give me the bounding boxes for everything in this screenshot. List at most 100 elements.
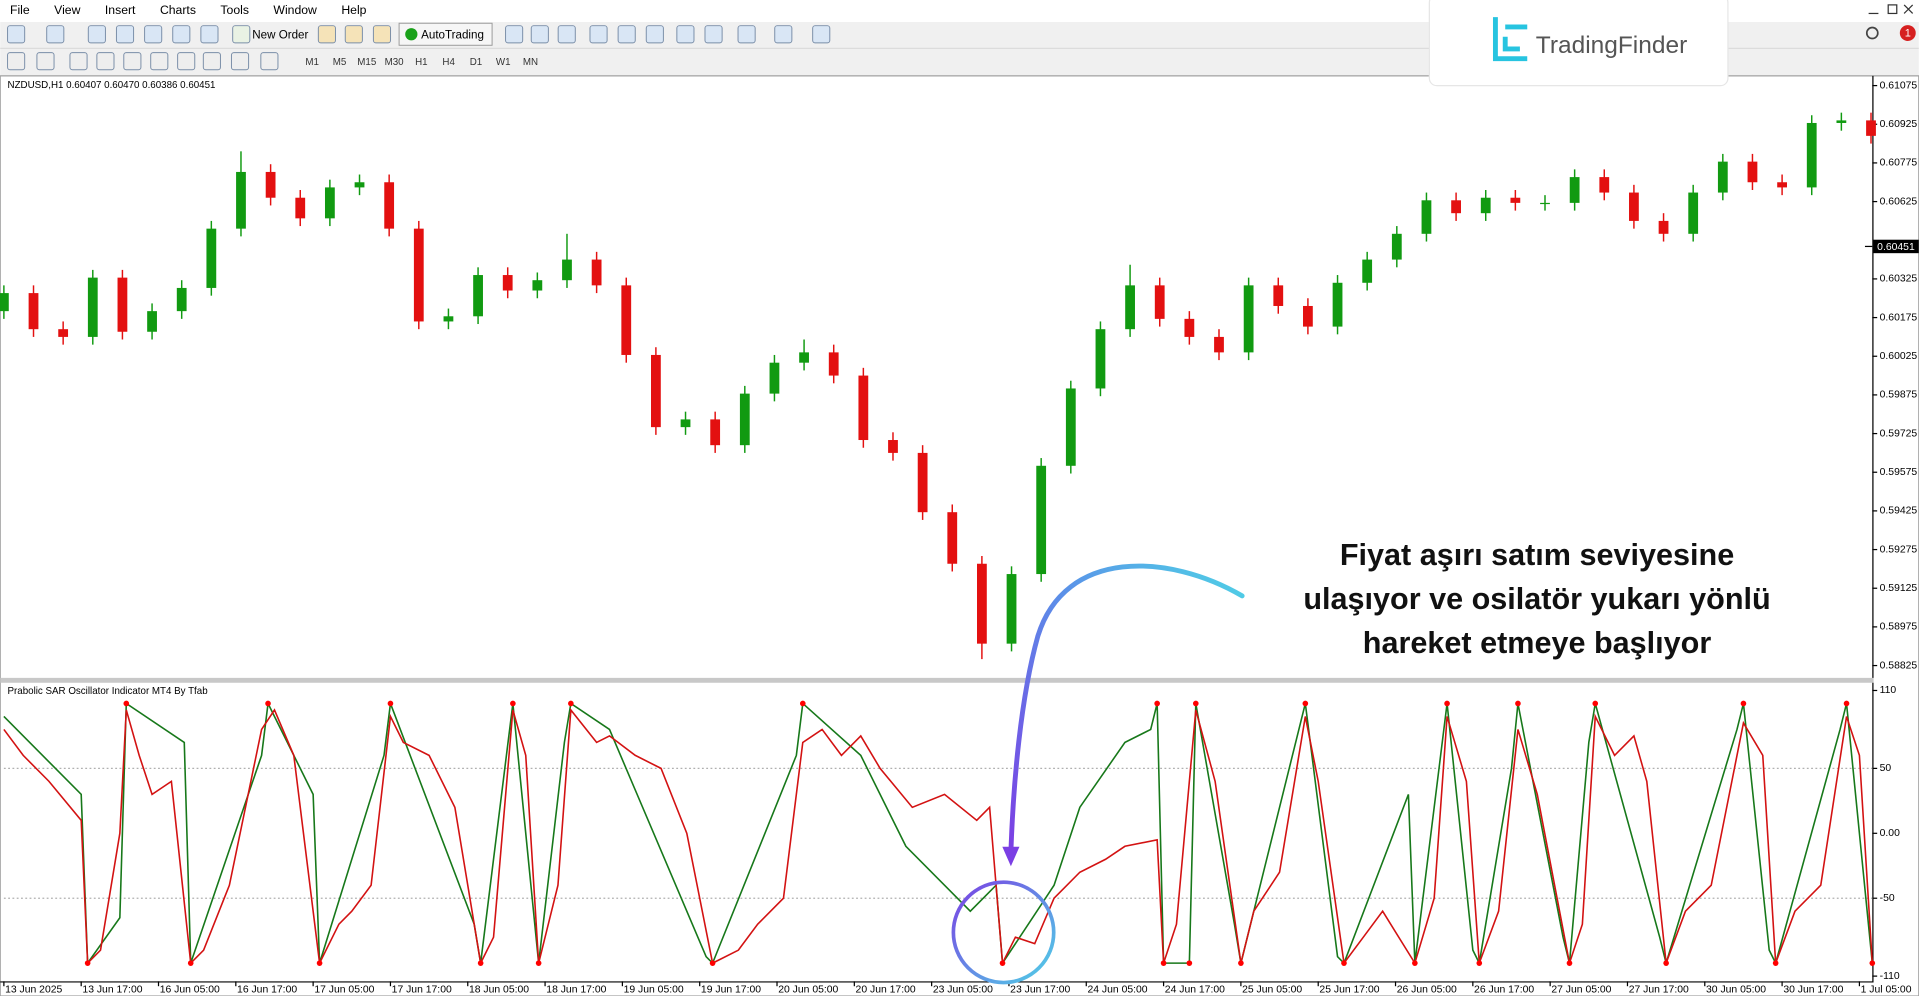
x-tick-label: 18 Jun 05:00	[469, 985, 529, 996]
toolbar-button[interactable]	[530, 25, 549, 44]
toolbar-button[interactable]	[115, 25, 135, 44]
candle-body	[799, 352, 809, 363]
close-button[interactable]	[1903, 4, 1914, 14]
toolbar-button[interactable]	[7, 25, 26, 44]
toolbar-button[interactable]	[172, 25, 191, 44]
toolbar-button[interactable]	[812, 25, 831, 44]
toolbar-button[interactable]	[344, 25, 363, 44]
toolbar-button[interactable]	[144, 25, 163, 44]
toolbar-button[interactable]	[676, 25, 695, 44]
timeframe-button[interactable]: M30	[385, 57, 405, 68]
notification-badge[interactable]	[1899, 25, 1916, 41]
toolbar-button[interactable]	[617, 25, 636, 44]
auto-trading-button[interactable]: AutoTrading	[421, 29, 484, 42]
candle-body	[591, 259, 602, 286]
candle-body	[1866, 120, 1876, 136]
restore-button[interactable]	[1887, 4, 1898, 15]
candle-body	[1184, 318, 1195, 337]
timeframe-button[interactable]: W1	[496, 57, 511, 68]
candle-body	[562, 259, 572, 281]
menu-item[interactable]: Insert	[105, 3, 136, 17]
sar-flip-dot	[1302, 700, 1309, 707]
candle-body	[1391, 233, 1402, 260]
toolbar-button[interactable]	[230, 52, 250, 71]
toolbar-button[interactable]	[704, 25, 723, 44]
y-tick-label: 0.59425	[1880, 506, 1918, 517]
candle-body	[1747, 161, 1758, 183]
menu-item[interactable]: Window	[273, 3, 317, 17]
candle-body	[1806, 122, 1817, 188]
timeframe-button[interactable]: H4	[442, 57, 455, 68]
annotation: Fiyat aşırı satım seviyesine ulaşıyor ve…	[951, 538, 1771, 985]
sar-flip-dot	[387, 700, 394, 707]
toolbar-button[interactable]	[589, 25, 608, 44]
x-tick-label: 25 Jun 17:00	[1319, 985, 1379, 996]
menu-item[interactable]: Tools	[220, 3, 249, 17]
sar-flip-dot	[568, 700, 574, 707]
menu-item[interactable]: Help	[341, 3, 366, 17]
sar-flip-dot	[709, 960, 716, 966]
panel-separator	[0, 677, 1874, 683]
candle-body	[888, 440, 898, 453]
toolbar-button[interactable]	[774, 25, 793, 44]
candle-body	[117, 277, 128, 332]
toolbar-button[interactable]	[87, 25, 106, 44]
timeframe-button[interactable]: M1	[305, 57, 319, 68]
toolbar-button[interactable]	[177, 52, 196, 71]
sar-flip-dot	[1341, 960, 1347, 966]
timeframe-button[interactable]: D1	[470, 57, 482, 68]
chart-window	[0, 75, 1919, 996]
toolbar-button[interactable]	[7, 52, 26, 71]
y-tick-label: 0.60325	[1880, 274, 1918, 285]
toolbar-button[interactable]	[36, 52, 55, 71]
sar-flip-dot	[1592, 700, 1599, 707]
timeframe-button[interactable]: M5	[333, 57, 347, 68]
new-order-button[interactable]: New Order	[252, 29, 308, 42]
toolbar-button[interactable]	[46, 25, 65, 44]
candle-body	[1688, 192, 1699, 234]
candle-body	[977, 563, 987, 644]
candle-body	[1510, 197, 1521, 203]
candle-body	[443, 316, 454, 322]
menu-item[interactable]: View	[54, 3, 80, 17]
x-tick-label: 20 Jun 17:00	[856, 985, 916, 996]
candle-body	[1836, 120, 1847, 123]
timeframe-button[interactable]: MN	[523, 57, 538, 68]
toolbar-button[interactable]	[69, 52, 88, 71]
annotation-line: hareket etmeye başlıyor	[1363, 626, 1712, 660]
sar-flip-dot	[316, 960, 323, 966]
toolbar-button[interactable]	[737, 25, 756, 44]
toolbar-button[interactable]	[317, 25, 336, 44]
toolbar-button[interactable]	[645, 25, 664, 44]
toolbar-button[interactable]	[202, 52, 221, 71]
candle-body	[1125, 285, 1135, 330]
candle-body	[1629, 192, 1639, 221]
toolbar-button[interactable]	[150, 52, 169, 71]
toolbar-button[interactable]	[96, 52, 115, 71]
candle-body	[917, 452, 928, 513]
timeframe-button[interactable]: M15	[357, 57, 377, 68]
candle-body	[473, 275, 483, 317]
timeframe-button[interactable]: H1	[415, 57, 427, 68]
candle-body	[1332, 282, 1343, 327]
toolbar-button[interactable]	[232, 25, 251, 44]
y-tick-label: 0.59725	[1880, 428, 1918, 439]
menu-item[interactable]: File	[10, 3, 30, 17]
toolbar-button[interactable]	[505, 25, 524, 44]
auto-trading-frame[interactable]	[398, 22, 493, 46]
toolbar-button[interactable]	[260, 52, 279, 71]
toolbar-button[interactable]	[557, 25, 576, 44]
sar-flip-dot	[510, 700, 516, 707]
candle-body	[502, 275, 513, 291]
candle-body	[532, 280, 543, 291]
search-icon[interactable]	[1865, 26, 1879, 40]
annotation-arrow	[1008, 563, 1245, 855]
toolbar-button[interactable]	[200, 25, 219, 44]
price-label: 0.60451	[1877, 242, 1915, 253]
toolbar-button[interactable]	[372, 25, 392, 44]
candle-body	[1569, 177, 1580, 203]
toolbar-button[interactable]	[123, 52, 142, 71]
menu-item[interactable]: Charts	[160, 3, 196, 17]
candle-body	[710, 419, 721, 446]
sar-flip-dot	[84, 960, 91, 966]
